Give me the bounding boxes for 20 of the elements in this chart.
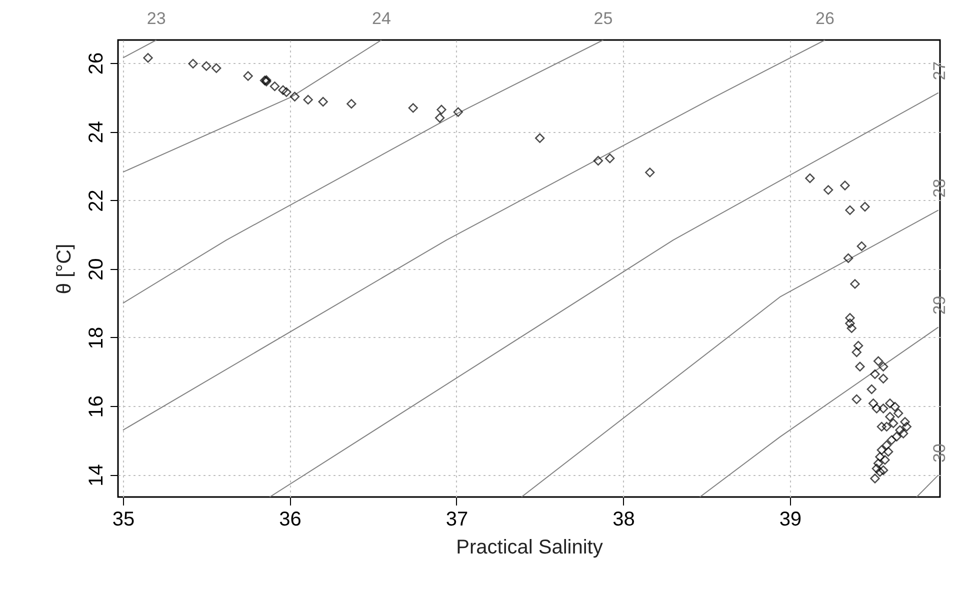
series-label: 26 xyxy=(815,9,834,28)
y-tick-label: 14 xyxy=(86,464,108,486)
y-axis-title: θ [°C] xyxy=(54,244,76,294)
x-tick-label: 36 xyxy=(279,508,302,530)
y-tick-label: 18 xyxy=(86,326,108,350)
line-series xyxy=(122,40,604,304)
y-tick-label: 24 xyxy=(86,120,108,144)
y-tick-label: 22 xyxy=(86,190,108,212)
x-axis-title: Practical Salinity xyxy=(456,536,603,558)
x-tick-label: 38 xyxy=(612,508,635,530)
x-tick-label: 35 xyxy=(112,508,135,530)
x-tick-label: 37 xyxy=(446,508,468,530)
series-label: 23 xyxy=(146,9,166,28)
line-series xyxy=(122,40,826,431)
series-label: 25 xyxy=(594,9,613,28)
y-tick-label: 16 xyxy=(86,395,108,418)
x-tick-label: 39 xyxy=(779,508,802,530)
series-label: 24 xyxy=(372,9,391,28)
y-tick-label: 26 xyxy=(86,52,108,75)
y-tick-label: 20 xyxy=(86,258,108,280)
